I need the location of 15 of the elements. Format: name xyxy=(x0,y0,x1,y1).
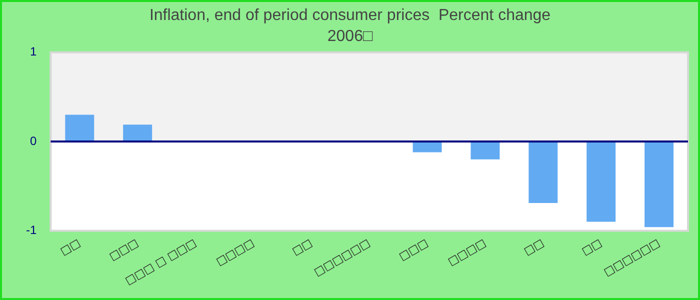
bar xyxy=(528,142,558,204)
chart-title: Inflation, end of period consumer prices Percent change xyxy=(149,7,551,24)
y-tick-label: -1 xyxy=(26,223,37,238)
bar xyxy=(65,114,94,142)
y-tick-label: 0 xyxy=(30,134,37,148)
bar xyxy=(644,142,674,228)
x-tick-label: □□ xyxy=(522,236,546,258)
bar xyxy=(586,142,616,222)
bar xyxy=(470,142,500,160)
chart-subtitle: 2006□ xyxy=(327,28,373,46)
y-tick-label: 1 xyxy=(30,44,37,59)
bar xyxy=(123,124,152,142)
x-tick-label: □□ xyxy=(290,236,314,258)
x-tick-label: □□ xyxy=(580,236,604,258)
x-tick-label: □□ xyxy=(58,236,83,258)
